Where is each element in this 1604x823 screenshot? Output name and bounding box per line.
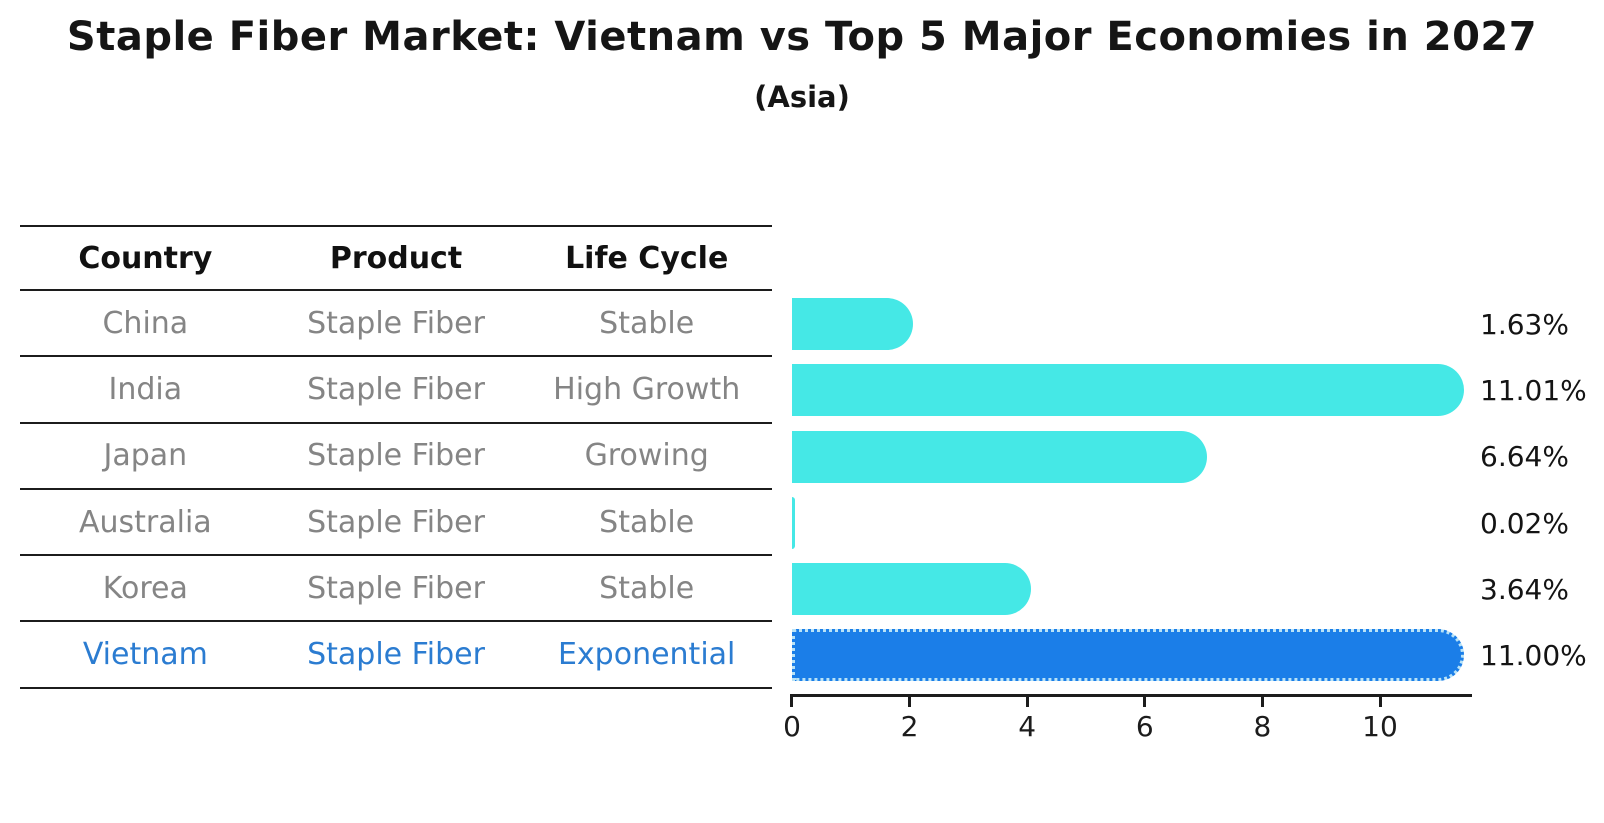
tick-label-6: 6 <box>1135 710 1154 743</box>
bar-row <box>792 291 1482 357</box>
value-label-korea: 3.64% <box>1480 572 1569 606</box>
axis-tick <box>1378 697 1382 707</box>
bar-japan <box>792 430 1208 483</box>
x-axis-ticks <box>790 697 1382 707</box>
cell-life-cycle: Stable <box>599 570 695 606</box>
cell-product: Staple Fiber <box>307 438 485 474</box>
axis-tick <box>907 697 911 707</box>
axis-tick <box>790 697 793 707</box>
axis-tick <box>1025 697 1029 707</box>
cell-life-cycle: Stable <box>599 305 695 341</box>
tick-label-2: 2 <box>900 710 919 743</box>
cell-life-cycle: Exponential <box>557 637 736 673</box>
table-row-korea: Korea Staple Fiber Stable <box>20 556 772 623</box>
bar-row <box>792 556 1482 622</box>
tick-label-0: 0 <box>783 710 801 743</box>
cell-country: Korea <box>102 570 188 606</box>
bar-india <box>792 364 1465 417</box>
chart-subtitle: (Asia) <box>754 80 850 114</box>
value-label-india: 11.01% <box>1480 373 1587 407</box>
cell-country: Australia <box>78 504 212 540</box>
bar-australia <box>792 496 795 549</box>
bar-row <box>792 357 1482 423</box>
bar-row <box>792 424 1482 490</box>
bar-korea <box>792 563 1031 616</box>
chart-title: Staple Fiber Market: Vietnam vs Top 5 Ma… <box>66 14 1538 60</box>
table-row-australia: Australia Staple Fiber Stable <box>20 490 772 557</box>
table-row-vietnam: Vietnam Staple Fiber Exponential <box>20 622 772 689</box>
value-labels: 1.63% 11.01% 6.64% 0.02% 3.64% 11.00% <box>1480 291 1600 689</box>
axis-tick <box>1261 697 1265 707</box>
cell-product: Staple Fiber <box>307 637 485 673</box>
table-row-china: China Staple Fiber Stable <box>20 291 772 358</box>
cell-country: Vietnam <box>82 637 208 673</box>
bar-vietnam <box>792 629 1464 682</box>
cell-country: China <box>102 305 189 341</box>
value-label-australia: 0.02% <box>1480 506 1569 540</box>
bar-row <box>792 622 1482 688</box>
bar-chart <box>792 291 1482 689</box>
cell-product: Staple Fiber <box>307 371 485 407</box>
cell-life-cycle: High Growth <box>553 371 741 407</box>
axis-tick <box>1143 697 1147 707</box>
value-label-japan: 6.64% <box>1480 440 1569 474</box>
data-table: Country Product Life Cycle China Staple … <box>20 225 772 689</box>
table-row-japan: Japan Staple Fiber Growing <box>20 424 772 490</box>
cell-product: Staple Fiber <box>307 570 485 606</box>
cell-country: Japan <box>103 438 188 474</box>
value-label-china: 1.63% <box>1480 307 1569 341</box>
header-cell-life-cycle: Life Cycle <box>565 240 729 276</box>
header-cell-country: Country <box>78 240 213 276</box>
bar-row <box>792 490 1482 556</box>
cell-country: India <box>108 371 183 407</box>
x-axis-tick-labels: 0 2 4 6 8 10 <box>742 710 1430 743</box>
table-header-row: Country Product Life Cycle <box>20 225 772 291</box>
tick-label-10: 10 <box>1362 710 1398 743</box>
tick-label-4: 4 <box>1018 710 1037 743</box>
bar-china <box>792 298 913 350</box>
value-label-vietnam: 11.00% <box>1480 639 1587 673</box>
tick-label-8: 8 <box>1253 710 1272 743</box>
cell-product: Staple Fiber <box>307 504 485 540</box>
x-axis-line <box>790 694 1472 697</box>
cell-life-cycle: Stable <box>599 504 695 540</box>
cell-life-cycle: Growing <box>584 438 709 474</box>
table-row-india: India Staple Fiber High Growth <box>20 357 772 424</box>
cell-product: Staple Fiber <box>307 305 485 341</box>
header-cell-product: Product <box>329 240 463 276</box>
